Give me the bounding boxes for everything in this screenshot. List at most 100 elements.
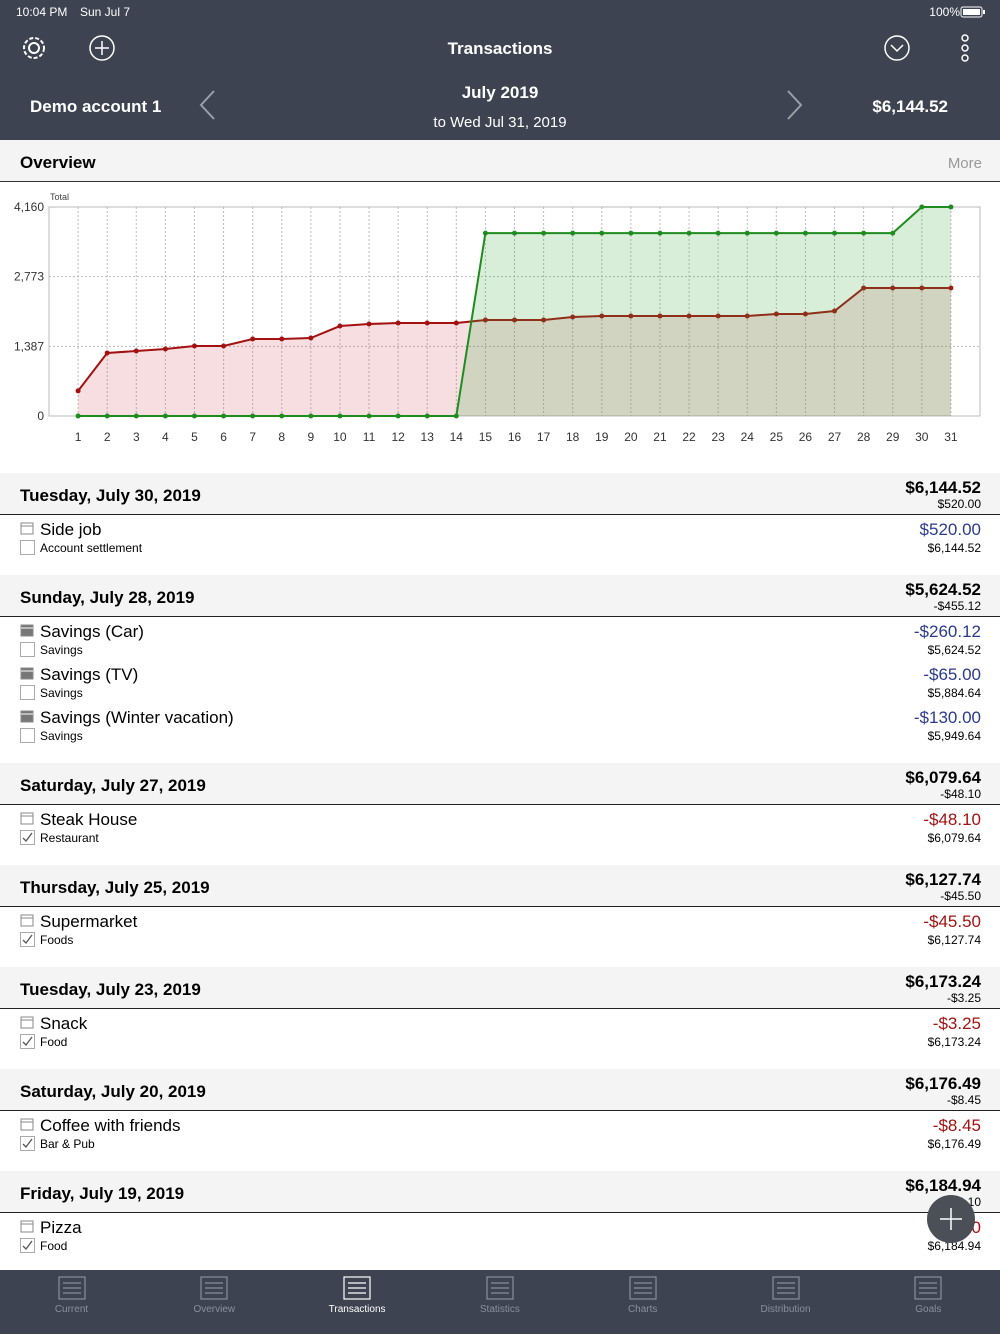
data-point [832, 230, 838, 236]
x-tick-label: 25 [770, 430, 784, 444]
data-point [337, 413, 343, 419]
day-change: -$8.45 [946, 1093, 981, 1107]
transaction-category: Foods [40, 933, 74, 947]
tab[interactable]: Goals [857, 1270, 1000, 1334]
checkbox[interactable] [20, 1238, 35, 1253]
more-link[interactable]: More [947, 155, 982, 172]
x-tick-label: 21 [653, 430, 667, 444]
y-tick-label: 1,387 [14, 339, 44, 353]
transaction-row[interactable]: Savings (Winter vacation) Savings -$130.00… [0, 703, 1000, 746]
transaction-title: Snack [40, 1014, 88, 1033]
transaction-title: Side job [40, 520, 102, 539]
group-gap [0, 558, 1000, 575]
transaction-row[interactable]: Side job Account settlement $520.00 $6,144.… [0, 515, 1000, 558]
day-change: -$455.12 [933, 599, 981, 613]
checkmark [22, 1036, 33, 1046]
icon-shape [200, 1276, 228, 1300]
data-point [279, 413, 285, 419]
checkbox[interactable] [20, 932, 35, 947]
calendar-icon [20, 710, 34, 723]
transaction-category: Restaurant [40, 831, 99, 845]
x-tick-label: 2 [104, 430, 111, 444]
transaction-title: Steak House [40, 810, 138, 829]
transaction-amount: -$130.00 [913, 708, 981, 727]
tab[interactable]: Statistics [428, 1270, 571, 1334]
data-point [715, 313, 721, 319]
tab[interactable]: Overview [143, 1270, 286, 1334]
checkbox[interactable] [20, 685, 35, 700]
data-point [628, 313, 634, 319]
filter-button[interactable] [883, 34, 911, 62]
data-point [133, 348, 139, 354]
tab[interactable]: Current [0, 1270, 143, 1334]
transaction-amount: -$65.00 [923, 665, 981, 684]
day-header: Saturday, July 20, 2019 $6,176.49 -$8.45 [0, 1069, 1000, 1111]
transaction-amount: -$260.12 [913, 622, 981, 641]
group-gap [0, 1154, 1000, 1171]
transaction-row[interactable]: Coffee with friends Bar & Pub -$8.45 $6,176… [0, 1111, 1000, 1154]
tab[interactable]: Charts [571, 1270, 714, 1334]
icon-shape [771, 1276, 800, 1300]
x-tick-label: 13 [421, 430, 435, 444]
x-tick-label: 27 [828, 430, 842, 444]
prev-period[interactable] [196, 88, 220, 122]
tab-label: Transactions [328, 1304, 386, 1315]
tab-icon [771, 1276, 800, 1300]
tab-label: Goals [915, 1304, 942, 1315]
checkbox[interactable] [20, 1034, 35, 1049]
x-tick-label: 17 [537, 430, 551, 444]
day-header: Sunday, July 28, 2019 $5,624.52 -$455.12 [0, 575, 1000, 617]
transaction-row[interactable]: Supermarket Foods -$45.50 $6,127.74 [0, 907, 1000, 950]
checkbox-box [20, 932, 35, 947]
more-button[interactable] [956, 34, 974, 62]
tab-icon [200, 1276, 228, 1300]
data-point [424, 413, 430, 419]
data-point [75, 413, 81, 419]
transaction-row[interactable]: Steak House Restaurant -$48.10 $6,079.64 [0, 805, 1000, 848]
data-point [133, 413, 139, 419]
tab[interactable]: Distribution [714, 1270, 857, 1334]
settings-button[interactable] [20, 34, 48, 62]
tab-label: Overview [193, 1304, 236, 1315]
tab[interactable]: Transactions [286, 1270, 429, 1334]
tab-bar: Current Overview Transactions Statistics Cha… [0, 1270, 1000, 1334]
data-point [308, 335, 314, 341]
transaction-row[interactable]: Savings (Car) Savings -$260.12 $5,624.52 [0, 617, 1000, 660]
data-point [686, 230, 692, 236]
tab-icon [914, 1276, 942, 1300]
x-tick-label: 11 [363, 430, 376, 444]
checkbox[interactable] [20, 830, 35, 845]
data-point [570, 314, 576, 320]
transaction-row[interactable]: Savings (TV) Savings -$65.00 $5,884.64 [0, 660, 1000, 703]
next-period[interactable] [782, 88, 806, 122]
data-point [250, 413, 256, 419]
x-tick-label: 22 [682, 430, 696, 444]
checkbox[interactable] [20, 1136, 35, 1151]
checkbox-box [20, 540, 35, 555]
icon-shape [919, 1282, 938, 1294]
transaction-category: Bar & Pub [40, 1137, 95, 1151]
icon-shape [20, 667, 34, 680]
checkbox[interactable] [20, 728, 35, 743]
transaction-amount: -$3.25 [932, 1014, 981, 1033]
x-tick-label: 29 [886, 430, 900, 444]
data-point [512, 317, 517, 323]
data-point [453, 320, 459, 326]
transaction-category: Food [40, 1239, 68, 1253]
data-point [162, 346, 168, 352]
checkbox[interactable] [20, 642, 35, 657]
transaction-title: Supermarket [40, 912, 138, 931]
transaction-row[interactable]: Snack Food -$3.25 $6,173.24 [0, 1009, 1000, 1052]
data-point [191, 413, 197, 419]
checkbox[interactable] [20, 540, 35, 555]
icon-shape [20, 1016, 34, 1029]
fab-add[interactable] [926, 1194, 976, 1244]
add-button[interactable] [88, 34, 116, 62]
data-point [919, 285, 925, 291]
x-tick-label: 16 [508, 430, 522, 444]
group-gap [0, 1052, 1000, 1069]
icon-shape [20, 522, 34, 535]
account-name[interactable]: Demo account 1 [30, 97, 162, 116]
